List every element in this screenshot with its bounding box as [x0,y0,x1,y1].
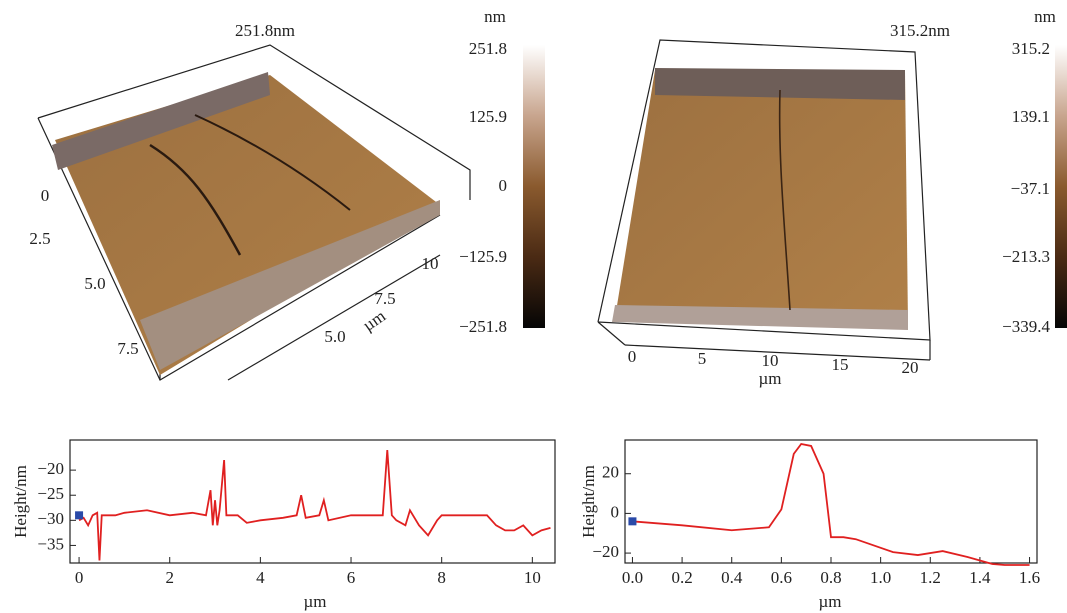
image-title: 251.8nm [235,21,295,40]
colorbar-tick: 315.2 [1012,39,1050,58]
figure: 251.8nm 0 2.5 5.0 7.5 5.0 7.5 10 µm nm 2… [0,0,1067,613]
colorbar-tick: 0 [499,176,508,195]
y-tick-label: 0 [611,502,620,521]
axis-tick-label: 7.5 [117,339,138,358]
x-tick-label: 0 [75,568,84,587]
x-tick-label: 1.0 [870,568,891,587]
y-tick-label: 20 [602,463,619,482]
x-axis-label: µm [303,592,326,611]
colorbar [523,45,545,328]
cursor-marker [75,511,83,519]
colorbar-tick: −339.4 [1002,317,1050,336]
colorbar-unit: nm [1034,7,1056,26]
x-tick-label: 0.6 [771,568,792,587]
x-tick-label: 1.4 [969,568,991,587]
cursor-marker [628,517,636,525]
axis-label: µm [758,369,781,388]
plot-frame [625,440,1037,563]
x-tick-label: 1.2 [920,568,941,587]
axis-tick-label: 15 [832,355,849,374]
colorbar-tick: −37.1 [1011,179,1050,198]
x-tick-label: 0.2 [671,568,692,587]
y-tick-label: −35 [37,534,64,553]
x-tick-label: 8 [437,568,446,587]
y-tick-label: −25 [37,484,64,503]
axis-tick-label: 5 [698,349,707,368]
image-title: 315.2nm [890,21,950,40]
axis-tick-label: 5.0 [324,327,345,346]
x-tick-label: 4 [256,568,265,587]
line [79,450,550,560]
plot-frame [70,440,555,563]
colorbar-tick: −213.3 [1002,247,1050,266]
afm-3d-right: 315.2nm 0 5 10 15 20 µm nm 315.2 139.1 −… [598,7,1067,388]
x-tick-label: 0.8 [820,568,841,587]
axis-tick-label: 10 [762,351,779,370]
axis-label: µm [359,306,389,335]
axis-tick-label: 0 [41,186,50,205]
colorbar-tick: 139.1 [1012,107,1050,126]
x-axis-label: µm [818,592,841,611]
page: 251.8nm 0 2.5 5.0 7.5 5.0 7.5 10 µm nm 2… [0,0,1067,613]
axis-tick-label: 7.5 [374,289,395,308]
colorbar-tick: 125.9 [469,107,507,126]
y-tick-label: −20 [592,542,619,561]
axis-tick-label: 2.5 [29,229,50,248]
axis-tick-label: 10 [422,254,439,273]
axis-tick-label: 5.0 [84,274,105,293]
axis-tick-label: 20 [902,358,919,377]
line [632,444,1029,565]
x-tick-label: 1.6 [1019,568,1040,587]
afm-3d-left: 251.8nm 0 2.5 5.0 7.5 5.0 7.5 10 µm nm 2… [29,7,545,380]
colorbar-unit: nm [484,7,506,26]
y-tick-label: −30 [37,509,64,528]
colorbar-tick: 251.8 [469,39,507,58]
y-tick-label: −20 [37,459,64,478]
y-axis-label: Height/nm [579,465,598,538]
axis-tick-label: 0 [628,347,637,366]
colorbar [1055,45,1067,328]
x-tick-label: 0.0 [622,568,643,587]
x-tick-label: 6 [347,568,356,587]
colorbar-tick: −251.8 [459,317,507,336]
y-axis-label: Height/nm [11,465,30,538]
colorbar-tick: −125.9 [459,247,507,266]
x-tick-label: 10 [524,568,541,587]
x-tick-label: 2 [165,568,174,587]
x-tick-label: 0.4 [721,568,743,587]
